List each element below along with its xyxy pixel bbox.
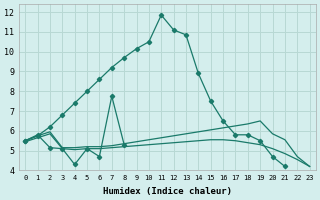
X-axis label: Humidex (Indice chaleur): Humidex (Indice chaleur)	[103, 187, 232, 196]
